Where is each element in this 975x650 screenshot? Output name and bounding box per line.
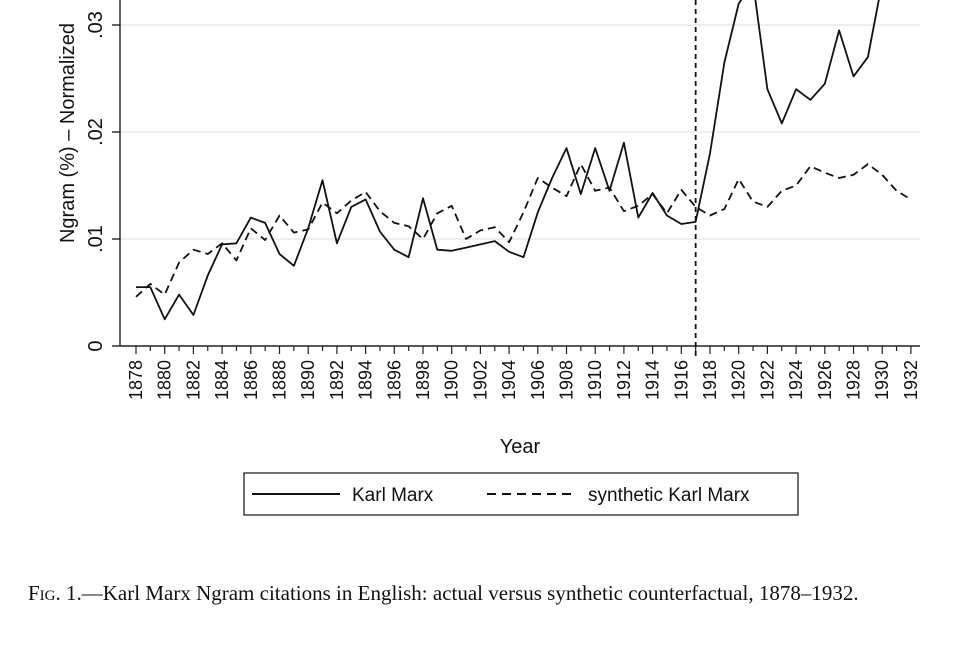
y-tick-label: .03 xyxy=(85,11,107,39)
x-tick-label: 1912 xyxy=(614,360,634,400)
legend-label-karl-marx: Karl Marx xyxy=(352,485,434,506)
x-tick-label: 1884 xyxy=(212,360,232,400)
x-tick-label: 1880 xyxy=(155,360,175,400)
y-tick-label: .02 xyxy=(85,118,107,146)
grid-lines xyxy=(120,24,920,240)
y-tick-label: .01 xyxy=(85,225,107,253)
axes xyxy=(119,0,920,347)
x-axis-ticks: 1878 1880 1882 1884 1886 1888 1890 1892 1894 1896… xyxy=(126,346,921,400)
x-axis-label: Year xyxy=(500,436,541,458)
x-tick-label: 1886 xyxy=(241,360,261,400)
x-tick-label: 1900 xyxy=(442,360,462,400)
x-tick-label: 1888 xyxy=(270,360,290,400)
chart-area: 0.01.02.03 1878 1880 1882 1884 1886 1888 1890 1… xyxy=(57,0,921,516)
x-tick-label: 1904 xyxy=(499,360,519,400)
x-tick-label: 1918 xyxy=(700,360,720,400)
x-tick-label: 1926 xyxy=(815,360,835,400)
x-tick-label: 1910 xyxy=(585,360,605,400)
x-tick-label: 1902 xyxy=(470,360,490,400)
x-tick-label: 1928 xyxy=(844,360,864,400)
series-line-karl-marx xyxy=(136,0,880,321)
caption-text: . 1.—Karl Marx Ngram citations in Englis… xyxy=(55,581,859,605)
x-tick-label: 1908 xyxy=(557,360,577,400)
x-tick-label: 1878 xyxy=(126,360,146,400)
figure-caption: Fig. 1.—Karl Marx Ngram citations in Eng… xyxy=(28,580,948,607)
legend: Karl Marx synthetic Karl Marx xyxy=(243,472,799,516)
y-axis-label: Ngram (%) – Normalized xyxy=(57,23,79,243)
x-tick-label: 1920 xyxy=(729,360,749,400)
x-tick-label: 1932 xyxy=(901,360,921,400)
series-line-synthetic-karl-marx xyxy=(135,163,912,298)
y-tick-label: 0 xyxy=(85,340,107,351)
y-axis-ticks: 0 .01 .02 .03 xyxy=(85,11,120,352)
legend-label-synthetic-karl-marx: synthetic Karl Marx xyxy=(588,485,750,506)
x-tick-label: 1882 xyxy=(183,360,203,400)
x-tick-label: 1914 xyxy=(643,360,663,400)
x-tick-label: 1896 xyxy=(384,360,404,400)
x-tick-label: 1924 xyxy=(786,360,806,400)
caption-lead: Fig xyxy=(28,581,56,605)
x-tick-label: 1922 xyxy=(757,360,777,400)
series-lines xyxy=(135,0,912,321)
x-tick-label: 1906 xyxy=(528,360,548,400)
x-tick-label: 1892 xyxy=(327,360,347,400)
x-tick-label: 1916 xyxy=(671,360,691,400)
x-tick-label: 1890 xyxy=(298,360,318,400)
x-tick-label: 1898 xyxy=(413,360,433,400)
x-tick-label: 1930 xyxy=(872,360,892,400)
x-tick-label: 1894 xyxy=(356,360,376,400)
